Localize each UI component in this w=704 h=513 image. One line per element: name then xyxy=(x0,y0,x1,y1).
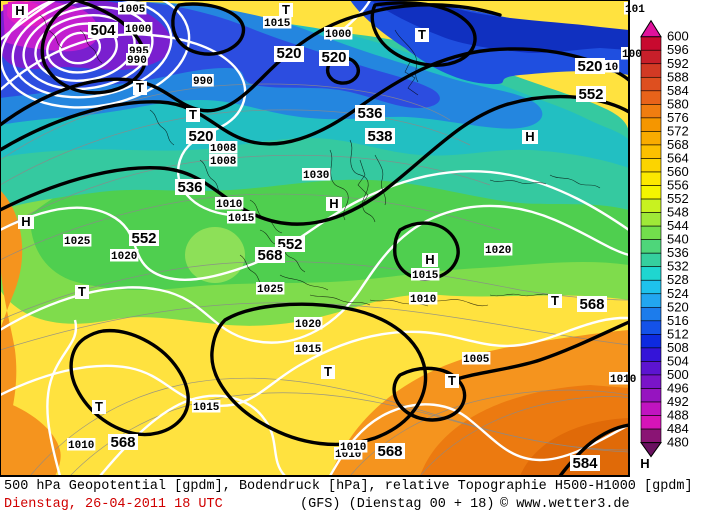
svg-text:Dienstag, 26-04-2011 18 UTC: Dienstag, 26-04-2011 18 UTC xyxy=(4,497,223,512)
svg-text:1030: 1030 xyxy=(303,170,329,182)
svg-text:568: 568 xyxy=(110,434,135,451)
svg-text:T: T xyxy=(448,373,456,388)
svg-text:568: 568 xyxy=(257,247,282,264)
svg-text:1008: 1008 xyxy=(210,156,237,168)
svg-text:1008: 1008 xyxy=(210,143,237,155)
svg-text:T: T xyxy=(282,2,290,17)
svg-text:H: H xyxy=(21,214,30,229)
svg-text:T: T xyxy=(95,399,103,414)
svg-text:H: H xyxy=(640,456,649,471)
svg-text:520: 520 xyxy=(276,45,301,62)
svg-text:1015: 1015 xyxy=(295,344,322,356)
svg-text:1000: 1000 xyxy=(125,24,151,36)
svg-text:1020: 1020 xyxy=(295,319,321,331)
svg-text:T: T xyxy=(136,80,144,95)
svg-text:1010: 1010 xyxy=(610,374,636,386)
svg-text:1010: 1010 xyxy=(216,199,242,211)
svg-text:990: 990 xyxy=(127,55,147,67)
svg-text:520: 520 xyxy=(321,49,346,66)
svg-text:1010: 1010 xyxy=(68,440,94,452)
svg-text:1015: 1015 xyxy=(228,213,255,225)
svg-text:1025: 1025 xyxy=(257,284,284,296)
svg-text:536: 536 xyxy=(357,105,382,122)
svg-text:10: 10 xyxy=(605,62,618,74)
svg-text:1015: 1015 xyxy=(193,402,220,414)
svg-text:504: 504 xyxy=(90,22,116,39)
svg-text:1005: 1005 xyxy=(463,354,490,366)
svg-text:584: 584 xyxy=(572,455,598,472)
svg-text:H: H xyxy=(525,129,534,144)
svg-text:1000: 1000 xyxy=(325,29,351,41)
svg-text:990: 990 xyxy=(193,76,213,88)
svg-text:1005: 1005 xyxy=(119,4,146,16)
svg-text:H: H xyxy=(425,252,434,267)
svg-text:T: T xyxy=(189,107,197,122)
svg-text:1020: 1020 xyxy=(485,245,511,257)
svg-text:1015: 1015 xyxy=(264,18,291,30)
svg-text:552: 552 xyxy=(578,86,603,103)
svg-text:552: 552 xyxy=(131,230,156,247)
svg-text:1025: 1025 xyxy=(64,236,91,248)
svg-text:520: 520 xyxy=(188,128,213,145)
svg-text:(GFS) (Dienstag 00 + 18): (GFS) (Dienstag 00 + 18) xyxy=(300,497,494,512)
svg-text:T: T xyxy=(78,284,86,299)
svg-text:500 hPa Geopotential [gpdm], B: 500 hPa Geopotential [gpdm], Bodendruck … xyxy=(4,479,693,494)
svg-text:1015: 1015 xyxy=(412,270,439,282)
svg-text:1020: 1020 xyxy=(111,251,137,263)
svg-text:H: H xyxy=(329,196,338,211)
svg-text:© www.wetter3.de: © www.wetter3.de xyxy=(500,497,630,512)
svg-text:520: 520 xyxy=(577,58,602,75)
svg-text:T: T xyxy=(324,364,332,379)
svg-text:536: 536 xyxy=(177,179,202,196)
svg-text:T: T xyxy=(418,27,426,42)
svg-text:T: T xyxy=(551,293,559,308)
svg-text:1010: 1010 xyxy=(340,442,366,454)
svg-text:1010: 1010 xyxy=(410,294,436,306)
svg-text:568: 568 xyxy=(579,296,604,313)
svg-text:568: 568 xyxy=(377,443,402,460)
svg-text:538: 538 xyxy=(367,128,392,145)
svg-text:480: 480 xyxy=(667,435,689,450)
svg-text:H: H xyxy=(15,3,24,18)
